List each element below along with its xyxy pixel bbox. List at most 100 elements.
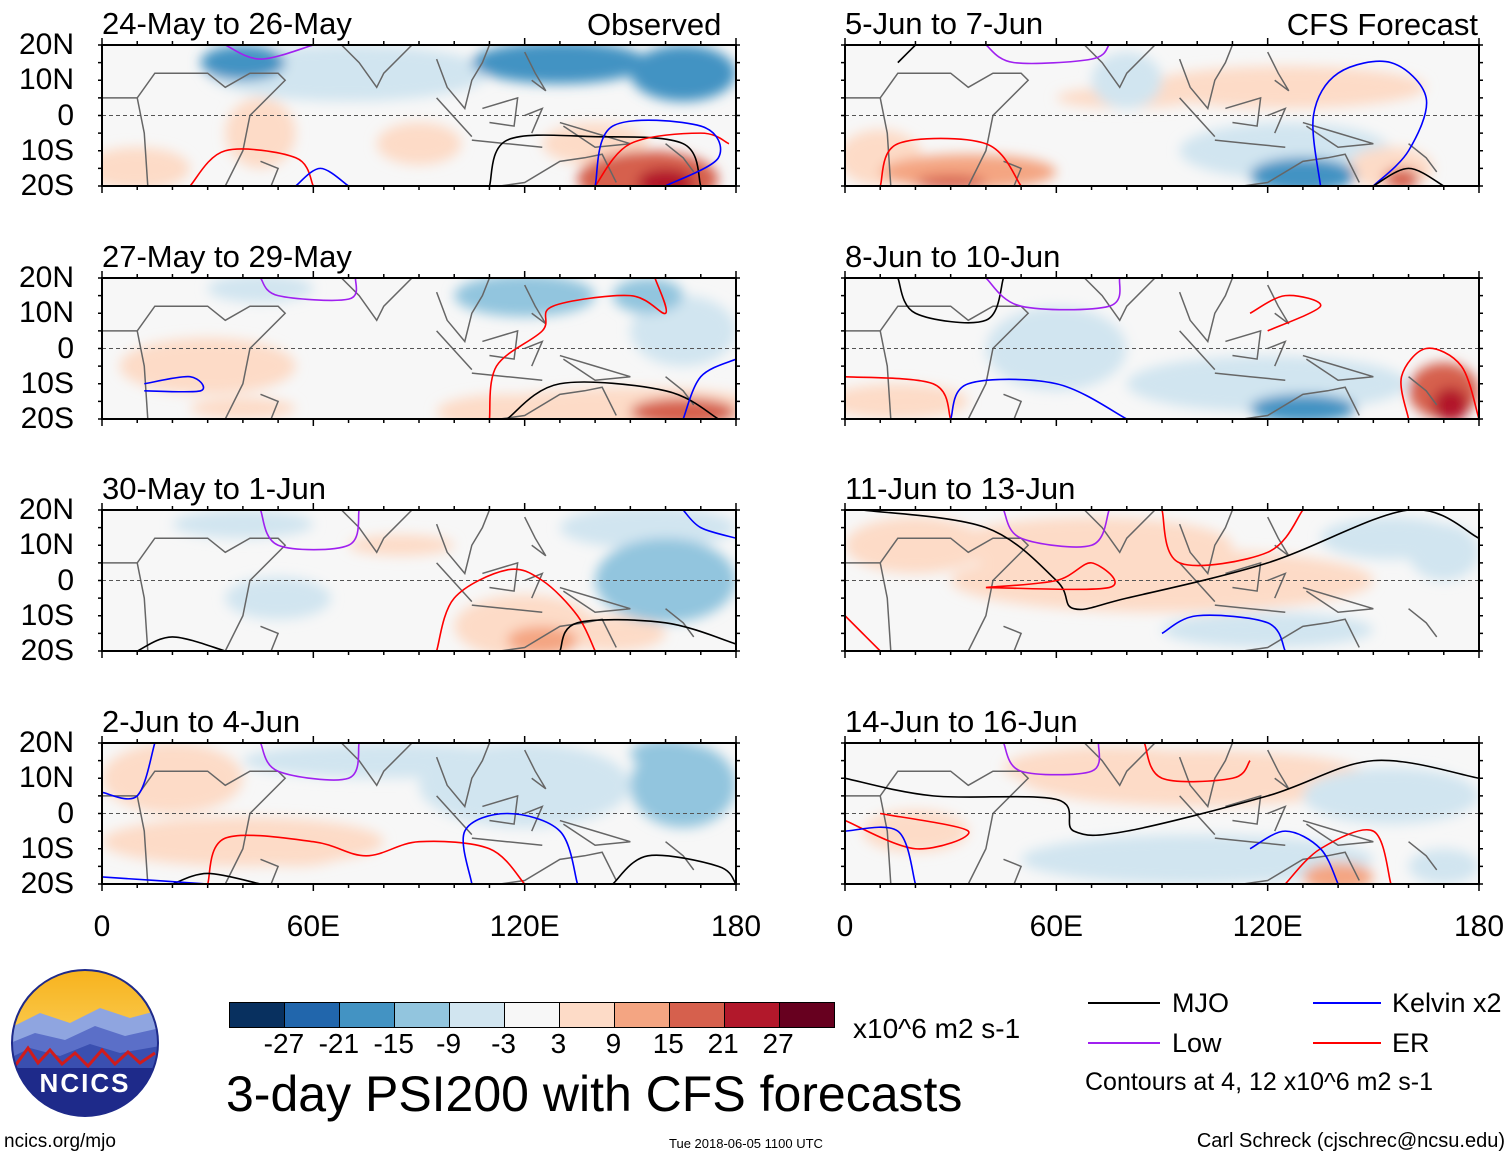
x-tick-label: 120E	[489, 910, 560, 943]
x-tick-label: 0	[836, 910, 854, 943]
anomaly-region	[845, 383, 969, 419]
y-tick-label: 20S	[20, 867, 74, 900]
coastline	[1179, 330, 1216, 371]
panel-title: 27-May to 29-May	[102, 239, 352, 274]
coastline	[1178, 45, 1234, 111]
coastline	[1225, 329, 1262, 360]
coastline	[1302, 354, 1374, 381]
coastline	[1267, 340, 1287, 367]
contour-er	[594, 132, 730, 186]
contour-mjo	[862, 510, 1479, 611]
map-panel	[841, 38, 1483, 193]
coastline	[1225, 794, 1262, 825]
colorbar-label: -27	[263, 1028, 305, 1059]
contour-er	[845, 812, 970, 850]
contour-er	[1161, 510, 1304, 567]
coastline	[499, 153, 617, 186]
contour-mjo	[506, 381, 719, 419]
coastline	[260, 625, 280, 651]
coastline	[1242, 386, 1360, 419]
y-tick-label: 10S	[20, 831, 74, 865]
x-tick-label: 60E	[1029, 910, 1084, 943]
coastline	[340, 45, 413, 89]
map-panel	[841, 503, 1483, 658]
anomaly-region	[1250, 157, 1356, 186]
anomaly-region	[225, 576, 331, 620]
contour-er	[189, 148, 315, 186]
coastline	[1266, 284, 1290, 325]
coastline	[523, 51, 547, 92]
coastline	[1214, 604, 1286, 613]
coastline	[499, 386, 617, 419]
coastline	[436, 562, 473, 603]
colorbar-swatch	[339, 1003, 394, 1027]
coastline	[523, 749, 547, 790]
coastline	[1083, 278, 1156, 322]
y-tick-label: 20S	[20, 402, 74, 435]
anomaly-region	[1162, 612, 1374, 648]
coastline	[665, 608, 695, 638]
coastline	[1214, 372, 1286, 381]
colorbar-label: 15	[652, 1028, 684, 1059]
coastline	[1178, 510, 1234, 576]
anomaly-region	[1408, 848, 1479, 884]
coastline	[136, 562, 149, 651]
contour-mjo	[559, 618, 736, 651]
contour-er	[1284, 829, 1392, 884]
coastline	[1267, 107, 1287, 134]
contour-kelvin	[144, 375, 205, 393]
contour-low	[1002, 743, 1101, 776]
coastline	[340, 743, 413, 787]
coastline	[1225, 96, 1262, 127]
footer-timestamp: Tue 2018-06-05 1100 UTC	[669, 1136, 823, 1151]
contour-mjo	[1372, 167, 1445, 186]
colorbar-swatch	[614, 1003, 669, 1027]
x-tick-label: 60E	[286, 910, 341, 943]
colorbar-label: 27	[762, 1028, 794, 1059]
y-tick-label: 20N	[18, 493, 74, 526]
legend-line-er	[1313, 1042, 1381, 1044]
contour-kelvin	[1161, 614, 1287, 651]
anomaly-region	[630, 743, 701, 768]
coastline	[1003, 625, 1023, 651]
contour-mjo	[488, 134, 702, 186]
anomaly-region	[102, 743, 243, 814]
colorbar-swatch	[284, 1003, 339, 1027]
coastline	[435, 278, 491, 344]
colorbar-swatch	[669, 1003, 724, 1027]
y-tick-label: 20N	[18, 726, 74, 759]
map-panel	[841, 271, 1483, 426]
coastline	[523, 516, 547, 557]
coastline	[340, 510, 413, 554]
anomaly-region	[1091, 52, 1162, 109]
logo-text: NCICS	[40, 1068, 131, 1098]
coastline	[136, 795, 149, 884]
y-tick-label: 10N	[18, 761, 74, 795]
coastline	[845, 72, 1030, 186]
y-tick-label: 20N	[18, 261, 74, 294]
colorbar-swatch	[559, 1003, 614, 1027]
coastline	[471, 372, 543, 381]
contour-mjo	[897, 278, 1005, 324]
anomaly-region	[454, 278, 596, 317]
forecast-header: CFS Forecast	[1286, 7, 1478, 42]
coastline	[845, 770, 1030, 884]
contour-er	[488, 278, 668, 419]
y-tick-label: 20N	[18, 28, 74, 61]
y-tick-label: 10S	[20, 598, 74, 632]
anomaly-region	[242, 831, 349, 867]
y-tick-label: 10N	[18, 528, 74, 562]
coastline	[1214, 837, 1286, 846]
contour-low	[1002, 510, 1110, 548]
colorbar-swatch	[230, 1003, 284, 1027]
coastline	[136, 330, 149, 419]
coastline	[524, 572, 544, 599]
coastline	[665, 841, 695, 871]
observed-header: Observed	[587, 7, 722, 42]
panel-title: 30-May to 1-Jun	[102, 471, 326, 506]
x-tick-label: 180	[1453, 910, 1505, 943]
coastline	[1179, 97, 1216, 138]
contour-er	[1249, 294, 1322, 332]
legend-line-mjo	[1088, 1002, 1160, 1004]
